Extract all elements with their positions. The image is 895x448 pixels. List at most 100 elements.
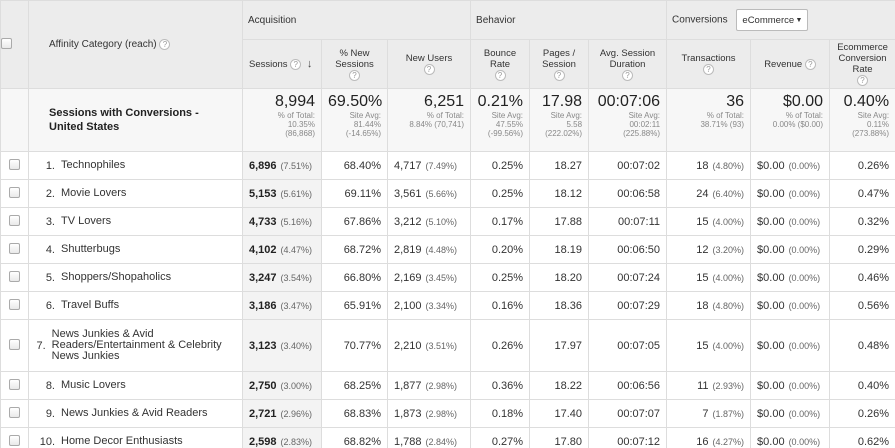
transactions-pct: (4.80%) (712, 300, 745, 311)
row-checkbox[interactable] (9, 214, 20, 226)
total-sub: 10.35% (287, 120, 315, 130)
category-link[interactable]: Travel Buffs (61, 299, 120, 312)
table-row[interactable]: 6. Travel Buffs 3,186 (3.47%) 65.91% 2,100 (3.… (0, 291, 895, 321)
category-link[interactable]: Movie Lovers (61, 187, 127, 200)
transactions-pct: (1.87%) (712, 408, 745, 419)
revenue-value: $0.00 (757, 379, 785, 392)
row-checkbox[interactable] (9, 242, 20, 254)
total-sub: % of Total: (277, 111, 315, 121)
col-revenue[interactable]: Revenue ? (750, 38, 831, 90)
table-row[interactable]: 5. Shoppers/Shopaholics 3,247 (3.54%) 66.80%… (0, 263, 895, 293)
row-checkbox[interactable] (9, 434, 20, 446)
col-new-users[interactable]: New Users ? (386, 38, 472, 90)
select-all-checkbox[interactable] (1, 37, 12, 49)
help-icon[interactable]: ? (622, 69, 634, 81)
bounce-rate-cell: 0.26% (470, 319, 531, 373)
table-row[interactable]: 10. Home Decor Enthusiasts 2,598 (2.83%) 68.… (0, 427, 895, 448)
category-header[interactable]: Affinity Category (reach) ? (28, 0, 243, 90)
revenue-pct: (0.00%) (788, 408, 821, 419)
sessions-value: 2,598 (249, 435, 277, 448)
conversion-rate-cell: 0.47% (829, 179, 895, 209)
category-link[interactable]: News Junkies & Avid Readers (61, 407, 208, 420)
category-link[interactable]: Home Decor Enthusiasts (61, 435, 183, 448)
col-sessions[interactable]: Sessions ? ↓ (242, 38, 322, 90)
transactions-value: 24 (696, 187, 709, 200)
table-row[interactable]: 4. Shutterbugs 4,102 (4.47%) 68.72% 2,819 (4.4… (0, 235, 895, 265)
pages-session-cell: 17.40 (529, 399, 590, 429)
col-new-sessions[interactable]: % New Sessions ? (321, 38, 388, 90)
col-conversion-rate[interactable]: Ecommerce Conversion Rate ? (829, 38, 895, 90)
help-icon[interactable]: ? (857, 75, 869, 86)
row-checkbox[interactable] (9, 270, 20, 282)
table-row[interactable]: 7. News Junkies & Avid Readers/Entertainm… (0, 319, 895, 373)
table-row[interactable]: 8. Music Lovers 2,750 (3.00%) 68.25% 1,877 (2.… (0, 371, 895, 401)
revenue-cell: $0.00 (0.00%) (750, 263, 831, 293)
sort-desc-icon[interactable]: ↓ (306, 57, 313, 70)
avg-duration-cell: 00:07:11 (588, 207, 668, 237)
revenue-pct: (0.00%) (788, 380, 821, 391)
category-link[interactable]: Music Lovers (61, 379, 126, 392)
help-icon[interactable]: ? (159, 38, 171, 50)
bounce-rate-cell: 0.18% (470, 399, 531, 429)
conversions-label: Conversions (672, 14, 728, 26)
col-transactions[interactable]: Transactions ? (666, 38, 752, 90)
sessions-value: 2,721 (249, 407, 277, 420)
new-sessions-cell: 65.91% (321, 291, 388, 321)
row-checkbox[interactable] (9, 158, 20, 170)
revenue-value: $0.00 (757, 271, 785, 284)
col-bounce-rate[interactable]: Bounce Rate ? (470, 38, 531, 90)
col-avg-duration[interactable]: Avg. Session Duration ? (588, 38, 668, 90)
total-value: 69.50% (328, 93, 383, 111)
new-users-pct: (2.84%) (425, 436, 458, 447)
col-pages-session[interactable]: Pages / Session ? (529, 38, 590, 90)
transactions-value: 11 (697, 379, 709, 392)
col-bounce-rate-label: Bounce Rate (483, 47, 517, 70)
help-icon[interactable]: ? (349, 69, 360, 81)
row-checkbox[interactable] (9, 186, 20, 198)
category-link[interactable]: Shoppers/Shopaholics (61, 271, 172, 284)
category-link[interactable]: TV Lovers (61, 215, 112, 228)
new-users-value: 3,212 (394, 215, 422, 228)
avg-duration-cell: 00:07:24 (588, 263, 668, 293)
category-link[interactable]: Shutterbugs (61, 243, 121, 256)
sessions-pct: (3.00%) (280, 380, 313, 391)
avg-duration-cell: 00:06:58 (588, 179, 668, 209)
help-icon[interactable]: ? (423, 64, 435, 75)
transactions-cell: 15 (4.00%) (666, 207, 752, 237)
table-row[interactable]: 2. Movie Lovers 5,153 (5.61%) 69.11% 3,561 (5.… (0, 179, 895, 209)
sessions-pct: (4.47%) (280, 244, 313, 255)
help-icon[interactable]: ? (290, 58, 302, 70)
avg-duration-cell: 00:06:50 (588, 235, 668, 265)
total-value: $0.00 (782, 93, 824, 111)
category-link[interactable]: News Junkies & Avid Readers/Entertainmen… (51, 328, 222, 363)
conversion-rate-cell: 0.26% (829, 399, 895, 429)
sessions-value: 3,186 (249, 299, 277, 312)
new-sessions-cell: 70.77% (321, 319, 388, 373)
row-index: 1. (45, 159, 55, 172)
help-icon[interactable]: ? (804, 58, 816, 70)
table-row[interactable]: 3. TV Lovers 4,733 (5.16%) 67.86% 3,212 (5.10%… (0, 207, 895, 237)
revenue-value: $0.00 (757, 435, 785, 448)
avg-duration-cell: 00:07:12 (588, 427, 668, 448)
total-sessions: 8,994% of Total: 10.35% (86,868) (242, 88, 322, 153)
revenue-pct: (0.00%) (788, 160, 821, 171)
revenue-value: $0.00 (757, 243, 785, 256)
row-checkbox[interactable] (9, 338, 20, 350)
total-sub: 5.58 (566, 120, 583, 130)
conversions-select[interactable]: eCommerce ▼ (736, 9, 809, 31)
table-row[interactable]: 1. Technophiles 6,896 (7.51%) 68.40% 4,717 (7.… (0, 151, 895, 181)
sessions-value: 3,247 (249, 271, 277, 284)
sessions-value: 3,123 (249, 339, 277, 352)
revenue-value: $0.00 (757, 187, 785, 200)
category-cell: 8. Music Lovers (28, 371, 243, 401)
table-row[interactable]: 9. News Junkies & Avid Readers 2,721 (2.96%… (0, 399, 895, 429)
row-checkbox[interactable] (9, 298, 20, 310)
row-checkbox[interactable] (9, 378, 20, 390)
help-icon[interactable]: ? (494, 69, 506, 81)
help-icon[interactable]: ? (553, 69, 565, 81)
help-icon[interactable]: ? (703, 64, 715, 75)
category-link[interactable]: Technophiles (61, 159, 126, 172)
conversions-group: Conversions eCommerce ▼ (666, 0, 895, 40)
category-header-label: Affinity Category (reach) (49, 39, 157, 51)
row-checkbox[interactable] (9, 406, 20, 418)
